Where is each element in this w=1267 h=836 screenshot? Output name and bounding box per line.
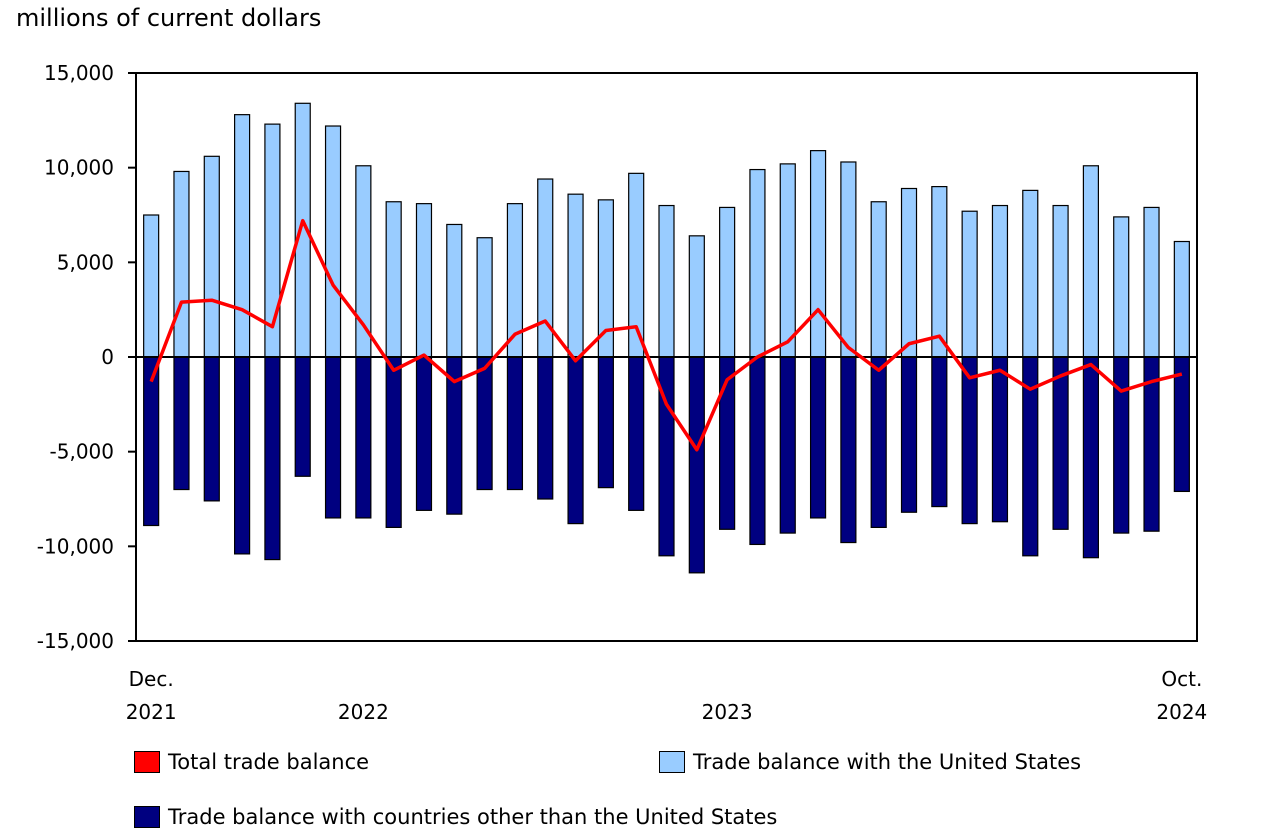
us-bar xyxy=(324,125,342,358)
x-tick-label: 2021 xyxy=(126,700,177,724)
us-bar xyxy=(840,161,857,358)
other-bar xyxy=(628,356,645,511)
other-bar xyxy=(324,356,342,519)
plot-frame xyxy=(135,72,1198,642)
other-bar xyxy=(900,356,918,513)
other-bar xyxy=(537,356,554,500)
other-bar xyxy=(143,356,160,527)
legend-us-swatch xyxy=(659,751,685,773)
other-bar xyxy=(840,356,857,544)
us-bar xyxy=(355,165,372,358)
other-bar xyxy=(355,356,372,519)
other-bar xyxy=(1082,356,1100,559)
us-bar xyxy=(1173,240,1190,358)
legend-total: Total trade balance xyxy=(134,750,369,774)
y-tick-label: -10,000 xyxy=(37,534,114,558)
x-tick-label: 2022 xyxy=(338,700,389,724)
unit-label: millions of current dollars xyxy=(16,4,322,32)
us-bar xyxy=(1082,165,1100,358)
other-bar xyxy=(809,356,827,519)
us-bar xyxy=(173,170,190,358)
us-bars xyxy=(143,102,1190,358)
total-trade-balance-line xyxy=(149,218,1183,452)
y-tick-label: 10,000 xyxy=(44,156,114,180)
us-bar xyxy=(1143,206,1160,358)
other-bar xyxy=(173,356,190,491)
us-bar xyxy=(779,163,796,358)
legend-other: Trade balance with countries other than … xyxy=(134,805,777,829)
legend-total-swatch xyxy=(134,751,160,773)
other-bar xyxy=(385,356,402,528)
other-bar xyxy=(688,356,705,574)
other-bar xyxy=(749,356,766,546)
us-bar xyxy=(1113,216,1130,358)
other-bar xyxy=(961,356,978,525)
us-bar xyxy=(234,114,251,358)
trade-balance-chart: 15,000 10,000 5,000 0 -5,000 -10,000 -15,000 D… xyxy=(37,61,1208,724)
other-countries-bars xyxy=(143,356,1190,574)
other-bar xyxy=(567,356,584,525)
us-bar xyxy=(203,155,220,358)
other-bar xyxy=(870,356,887,528)
other-bar xyxy=(476,356,493,491)
y-tick-label: 5,000 xyxy=(57,250,114,274)
other-bar xyxy=(1052,356,1069,530)
other-bar xyxy=(264,356,281,561)
us-bar xyxy=(385,201,402,358)
us-bar xyxy=(567,193,584,358)
us-bar xyxy=(900,187,918,358)
legend-other-label: Trade balance with countries other than … xyxy=(168,805,778,829)
us-bar xyxy=(870,201,887,358)
us-bar xyxy=(658,204,675,358)
other-bar xyxy=(779,356,796,534)
other-bar xyxy=(415,356,433,511)
us-bar xyxy=(476,237,493,358)
x-tick-label: Dec. xyxy=(129,667,174,691)
other-bar xyxy=(597,356,614,489)
other-bar xyxy=(506,356,524,491)
us-bar xyxy=(446,223,463,358)
us-bar xyxy=(809,150,827,358)
other-bar xyxy=(234,356,251,555)
other-bar xyxy=(203,356,220,502)
us-bar xyxy=(961,210,978,358)
other-bar xyxy=(991,356,1009,523)
us-bar xyxy=(143,214,160,358)
us-bar xyxy=(1022,189,1039,358)
x-tick-label: 2023 xyxy=(702,700,753,724)
x-tick-label: 2024 xyxy=(1156,700,1207,724)
us-bar xyxy=(415,203,433,358)
us-bar xyxy=(991,204,1009,358)
other-bar xyxy=(294,356,311,477)
us-bar xyxy=(749,168,766,358)
other-bar xyxy=(1113,356,1130,534)
legend-other-swatch xyxy=(134,806,160,828)
other-bar xyxy=(1173,356,1190,493)
y-tick-label: -5,000 xyxy=(50,440,114,464)
legend-us: Trade balance with the United States xyxy=(659,750,1081,774)
us-bar xyxy=(688,235,705,358)
y-tick-label: 0 xyxy=(101,345,114,369)
y-tick-label: 15,000 xyxy=(44,61,114,85)
y-tick-label: -15,000 xyxy=(37,629,114,653)
x-axis-labels: Dec. 2021 2022 2023 Oct. 2024 xyxy=(126,667,1208,724)
us-bar xyxy=(719,206,736,358)
y-axis: 15,000 10,000 5,000 0 -5,000 -10,000 -15,000 xyxy=(37,61,136,653)
legend-total-label: Total trade balance xyxy=(168,750,370,774)
other-bar xyxy=(931,356,948,508)
us-bar xyxy=(1052,204,1069,358)
us-bar xyxy=(931,186,948,358)
legend-us-label: Trade balance with the United States xyxy=(693,750,1082,774)
x-tick-label: Oct. xyxy=(1161,667,1202,691)
